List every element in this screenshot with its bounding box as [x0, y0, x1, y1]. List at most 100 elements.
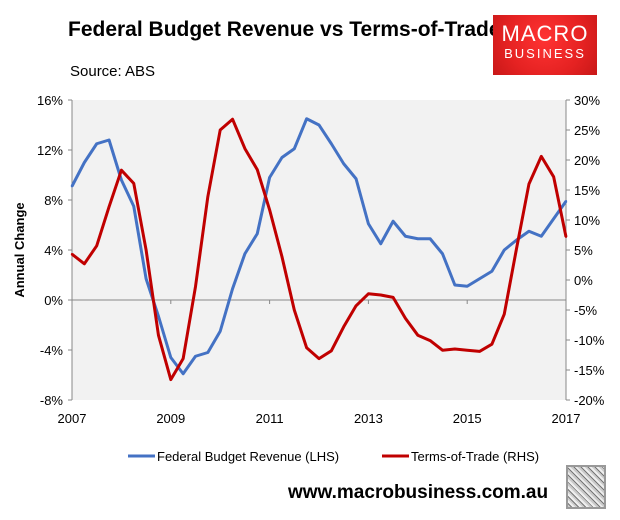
data-point [391, 220, 395, 223]
data-point [243, 252, 247, 255]
left-tick-label: 0% [44, 293, 63, 308]
data-point [194, 285, 197, 288]
data-point [132, 182, 135, 185]
logo-line-2: BUSINESS [504, 46, 586, 61]
data-point [256, 232, 259, 235]
data-point [490, 270, 494, 273]
data-point [206, 351, 210, 354]
data-point [95, 244, 98, 247]
data-point [305, 117, 308, 120]
y-axis-label: Annual Change [12, 202, 27, 297]
x-tick-label: 2011 [256, 411, 284, 426]
data-point [70, 185, 74, 188]
data-point [330, 142, 333, 145]
data-point [453, 347, 457, 351]
left-tick-label: -8% [40, 393, 64, 408]
data-point [194, 355, 197, 358]
data-point [342, 325, 345, 328]
data-point [219, 128, 222, 132]
data-point [540, 235, 543, 238]
data-point [478, 277, 481, 280]
data-point [564, 200, 568, 203]
data-point [441, 349, 444, 352]
right-tick-label: -15% [574, 363, 605, 378]
data-point [503, 248, 506, 252]
data-point [243, 147, 247, 150]
right-tick-label: 10% [574, 213, 600, 228]
x-tick-label: 2017 [552, 411, 581, 426]
data-point [293, 147, 296, 150]
data-point [231, 287, 234, 290]
data-point [379, 293, 382, 297]
data-point [391, 296, 395, 299]
data-point [540, 155, 543, 158]
data-point [490, 343, 494, 346]
series-terms-of-trade [70, 117, 568, 382]
data-point [120, 169, 123, 172]
left-tick-label: 4% [44, 243, 63, 258]
data-point [342, 162, 345, 165]
data-point [466, 349, 469, 352]
data-point [181, 357, 185, 360]
data-point [527, 230, 531, 233]
data-point [83, 262, 86, 265]
data-point [564, 235, 568, 238]
data-point [256, 168, 259, 171]
right-tick-label: 0% [574, 273, 593, 288]
left-tick-label: 12% [37, 143, 63, 158]
data-point [330, 349, 333, 352]
legend-label: Terms-of-Trade (RHS) [411, 449, 539, 464]
data-point [354, 177, 358, 180]
right-tick-label: 15% [574, 183, 600, 198]
data-point [416, 334, 419, 337]
data-point [169, 356, 172, 359]
legend-label: Federal Budget Revenue (LHS) [157, 449, 339, 464]
data-point [354, 304, 358, 307]
data-point [305, 346, 308, 349]
data-point [552, 217, 555, 220]
chart-title: Federal Budget Revenue vs Terms-of-Trade [68, 18, 501, 41]
data-point [206, 195, 210, 198]
right-tick-label: 20% [574, 153, 600, 168]
data-point [416, 237, 419, 240]
data-point [367, 222, 370, 225]
macrobusiness-logo: MACRO BUSINESS [493, 15, 597, 75]
data-point [120, 178, 123, 182]
data-point [293, 308, 296, 312]
logo-line-1: MACRO [501, 21, 589, 46]
data-point [367, 292, 370, 295]
data-point [404, 317, 407, 320]
data-point [107, 205, 111, 208]
data-point [181, 372, 185, 375]
data-point [157, 315, 160, 318]
data-point [466, 285, 469, 288]
data-point [280, 156, 284, 159]
data-point [428, 339, 432, 342]
right-tick-label: -5% [574, 303, 598, 318]
data-point [404, 235, 407, 238]
data-point [453, 283, 457, 287]
data-point [219, 330, 222, 333]
left-tick-label: 8% [44, 193, 63, 208]
data-point [552, 175, 555, 178]
data-point [515, 247, 518, 250]
data-point [317, 123, 321, 127]
x-tick-label: 2007 [58, 411, 87, 426]
right-tick-label: 25% [574, 123, 600, 138]
footer-url: www.macrobusiness.com.au [288, 482, 549, 503]
data-point [441, 252, 444, 255]
data-point [157, 334, 160, 337]
data-point [83, 161, 86, 164]
right-tick-label: -10% [574, 333, 605, 348]
x-tick-label: 2009 [156, 411, 185, 426]
data-point [144, 248, 148, 252]
data-point [70, 253, 74, 256]
data-point [268, 176, 271, 179]
left-tick-label: -4% [40, 343, 64, 358]
x-tick-label: 2015 [453, 411, 482, 426]
left-tick-label: 16% [37, 93, 63, 108]
data-point [503, 313, 506, 316]
data-point [268, 208, 271, 211]
